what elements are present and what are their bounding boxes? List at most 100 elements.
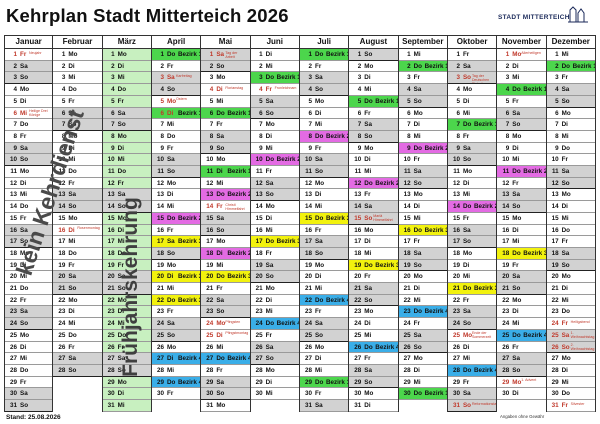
- day-number: 23: [551, 308, 559, 316]
- day-cell: 30 Sa: [5, 388, 53, 401]
- day-cell: 17 Sa Bezirk 3: [151, 236, 201, 248]
- day-cell: 27 Mi: [447, 353, 497, 365]
- weekday-label: Fr: [216, 203, 223, 211]
- weekday-label: Mi: [364, 249, 372, 257]
- weekday-label: Fr: [364, 191, 371, 199]
- day-cell: 16 Sa: [5, 224, 53, 237]
- weekday-label: Mi: [216, 343, 224, 351]
- day-number: 23: [502, 308, 510, 316]
- day-cell: 2 Do Bezirk 1: [546, 60, 595, 73]
- day-number: 24: [502, 320, 510, 328]
- day-number: 3: [61, 74, 66, 82]
- weekday-label: Sa: [413, 249, 422, 257]
- day-cell: 5 So: [398, 95, 447, 108]
- day-number: 27: [551, 355, 559, 363]
- day-number: 15: [9, 214, 17, 222]
- day-number: 4: [308, 86, 312, 94]
- day-cell: 11 Mo: [5, 166, 53, 178]
- day-cell: 20 Sa: [497, 271, 546, 284]
- day-number: 8: [61, 132, 66, 140]
- day-cell: 4 Sa: [546, 84, 595, 96]
- bezirk-label: Bezirk 3: [177, 296, 201, 304]
- weekday-label: Mi: [20, 109, 27, 117]
- day-number: 28: [354, 366, 362, 374]
- weekday-label: Di: [265, 378, 272, 386]
- day-cell: 15 Mi: [546, 213, 595, 225]
- day-number: 23: [255, 308, 263, 316]
- day-cell: 12 Sa: [250, 177, 299, 190]
- month-column: März 1 Mo 2 Di 3 Mi 4 Do 5 Fr 6 Sa 7 So 8 Mo 9 Di 10 Mi 11 Do 1…: [102, 35, 152, 412]
- weekday-label: Do: [462, 366, 472, 374]
- day-cell: 8 Mo: [53, 131, 102, 143]
- weekday-label: Sa: [561, 168, 570, 176]
- bezirk-label: Bezirk 1: [473, 121, 497, 129]
- day-number: 25: [255, 331, 263, 339]
- day-cell: 13 Sa: [102, 189, 151, 202]
- weekday-label: Mo: [512, 214, 522, 222]
- day-number: 11: [551, 168, 559, 176]
- day-number: 10: [156, 156, 164, 164]
- day-cell: 20 Mo: [546, 271, 595, 284]
- day-cell: 5 Do Bezirk 1: [349, 95, 398, 108]
- day-cell: 2 Di: [102, 60, 151, 73]
- day-cell: 12 Fr: [102, 177, 151, 190]
- weekday-label: Fr: [561, 402, 568, 410]
- day-number: 28: [206, 366, 214, 374]
- weekday-label: Fr: [68, 97, 75, 105]
- day-cell: 15 Sa: [201, 212, 250, 225]
- holiday-label: Heilige Drei Könige: [29, 109, 48, 118]
- day-number: 22: [255, 296, 263, 304]
- day-cell: 8 Do: [151, 131, 201, 143]
- day-number: 27: [354, 355, 362, 363]
- weekday-label: Mi: [68, 320, 76, 328]
- day-number: 2: [13, 62, 17, 70]
- day-cell: 31 So: [5, 400, 53, 412]
- day-number: 29: [354, 378, 362, 386]
- day-cell: 30 So: [201, 388, 250, 401]
- day-number: 29: [304, 378, 312, 386]
- day-cell: 15 Mo: [497, 213, 546, 225]
- weekday-label: Sa: [364, 121, 372, 129]
- day-number: 20: [502, 273, 510, 281]
- weekday-label: Mo: [561, 191, 571, 199]
- day-cell: 6 Do Bezirk 1: [201, 107, 250, 120]
- weekday-label: Sa: [512, 273, 520, 281]
- day-cell: 12 Fr: [53, 178, 102, 190]
- day-cell: 17 Fr: [546, 236, 595, 248]
- day-cell: 19 Di: [5, 260, 53, 272]
- weekday-label: Mo: [166, 261, 177, 269]
- weekday-label: So: [117, 366, 126, 374]
- day-number: 2: [357, 62, 362, 70]
- day-number: 4: [111, 86, 115, 94]
- weekday-label: Di: [462, 97, 470, 105]
- day-number: 12: [206, 179, 214, 187]
- weekday-label: So: [512, 366, 521, 374]
- day-number: 20: [255, 273, 263, 281]
- day-number: 10: [206, 156, 214, 164]
- day-number: 2: [209, 62, 214, 70]
- weekday-label: Mi: [413, 378, 421, 386]
- weekday-label: Mi: [512, 74, 520, 82]
- weekday-label: Do: [512, 249, 521, 257]
- bezirk-label: Bezirk 1: [177, 109, 201, 117]
- city-crest-icon: [568, 6, 588, 23]
- weekday-label: Sa: [20, 144, 28, 152]
- day-number: 7: [308, 121, 312, 129]
- day-cell: 4 Fr Fronleichnam: [250, 84, 299, 96]
- day-number: 17: [304, 238, 312, 246]
- bezirk-label: Bezirk 3: [523, 249, 546, 257]
- weekday-label: Fr: [265, 168, 272, 176]
- bezirk-label: Bezirk 1: [227, 109, 250, 117]
- weekday-label: Mi: [20, 191, 27, 199]
- day-number: 20: [107, 273, 115, 281]
- weekday-label: Mo: [364, 62, 374, 70]
- holiday-label: Florianstag: [225, 85, 244, 90]
- bezirk-label: Bezirk 2: [227, 191, 250, 199]
- day-cell: 18 Sa: [546, 247, 595, 260]
- day-number: 21: [551, 285, 559, 293]
- weekday-label: Do: [413, 144, 423, 152]
- day-cell: 16 Di Rosenmontag: [53, 225, 102, 237]
- day-cell: 25 Mo: [5, 330, 53, 342]
- day-number: 19: [107, 261, 115, 269]
- day-number: 19: [304, 261, 312, 269]
